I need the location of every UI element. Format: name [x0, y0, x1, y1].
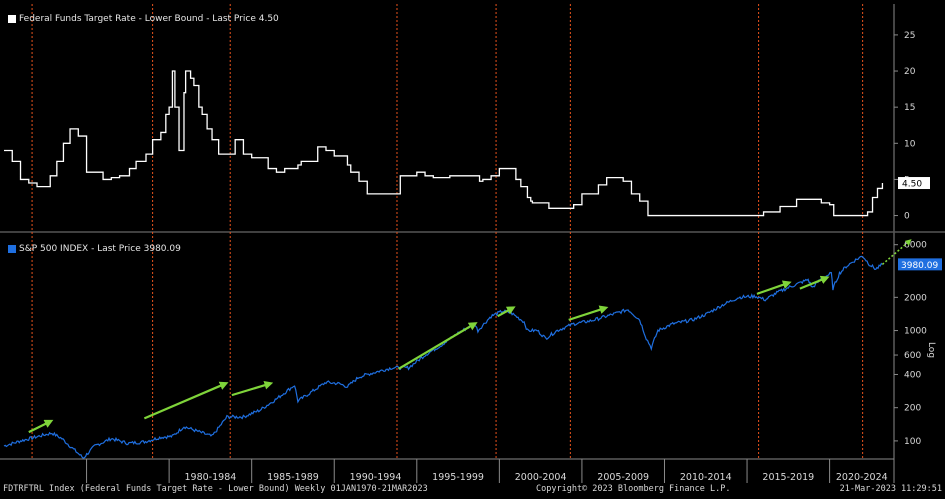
x-tick-label: 2010-2014 — [680, 472, 732, 483]
cycle-arrow-2 — [231, 380, 274, 397]
x-tick-label: 1995-1999 — [432, 472, 484, 483]
footer-timestamp: 21-Mar-2023 11:29:51 — [839, 484, 942, 494]
spx-last-value-text: 3980.09 — [901, 261, 938, 271]
x-tick-label: 2000-2004 — [515, 472, 567, 483]
rate-y-tick-label: 0 — [904, 212, 910, 222]
rate-y-tick-label: 10 — [904, 139, 916, 149]
spx-legend-label: S&P 500 INDEX - Last Price 3980.09 — [19, 244, 181, 254]
spx-y-tick-label: 600 — [904, 351, 921, 361]
log-axis-label: Log — [926, 342, 936, 358]
footer-copyright: Copyright© 2023 Bloomberg Finance L.P. — [536, 484, 731, 494]
cycle-arrow-1 — [143, 381, 229, 420]
rate-y-tick-label: 25 — [904, 31, 915, 41]
x-tick-label: 1990-1994 — [350, 472, 402, 483]
x-tick-label: 2020-2024 — [836, 472, 888, 483]
spx-y-tick-label: 1000 — [904, 327, 927, 337]
cycle-arrow-7 — [799, 275, 830, 290]
spx-y-tick-label: 100 — [904, 437, 921, 447]
x-tick-label: 2015-2019 — [762, 472, 814, 483]
x-tick-label: 1985-1989 — [267, 472, 319, 483]
cycle-arrow-6 — [756, 280, 792, 295]
rate-series-line — [4, 70, 884, 217]
rate-legend-label: Federal Funds Target Rate - Lower Bound … — [19, 14, 279, 24]
footer-source: FDTRFTRL Index (Federal Funds Target Rat… — [3, 484, 428, 494]
cycle-arrow-4 — [497, 306, 516, 318]
cycle-arrow-3 — [398, 322, 478, 370]
spx-y-tick-label: 2000 — [904, 293, 927, 303]
rate-legend-swatch — [8, 15, 16, 23]
cycle-arrow-0 — [28, 419, 54, 434]
projection-arrow — [881, 239, 912, 265]
spx-y-tick-label: 400 — [904, 370, 921, 380]
x-tick-label: 2005-2009 — [597, 472, 649, 483]
rate-legend: Federal Funds Target Rate - Lower Bound … — [8, 12, 279, 26]
spx-legend-swatch — [8, 245, 16, 253]
spx-y-tick-label: 200 — [904, 404, 921, 414]
cycle-arrow-5 — [568, 305, 609, 321]
spx-last-value-tag — [898, 258, 942, 271]
spx-legend: S&P 500 INDEX - Last Price 3980.09 — [8, 242, 181, 256]
rate-last-value-tag — [898, 177, 930, 190]
rate-y-tick-label: 15 — [904, 103, 915, 113]
spx-series-line — [3, 255, 883, 459]
x-tick-label: 1980-1984 — [185, 472, 237, 483]
spx-y-tick-label: 6000 — [904, 241, 927, 251]
rate-y-tick-label: 20 — [904, 67, 916, 77]
rate-last-value-text: 4.50 — [902, 180, 922, 190]
